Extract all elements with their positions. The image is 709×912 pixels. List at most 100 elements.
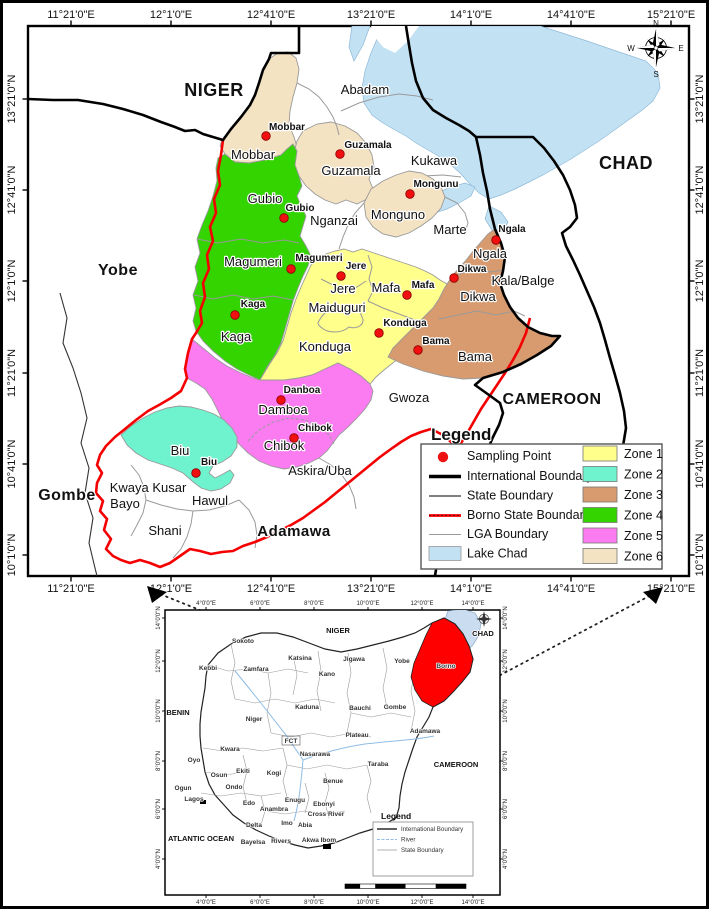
inset-scalebar xyxy=(344,883,467,889)
inset-state-label-delta: Delta xyxy=(246,822,262,829)
axis-label-top: 11°21'0"E xyxy=(47,9,95,21)
axis-label-bottom: 14°41'0"E xyxy=(547,583,595,595)
inset-state-label-ekiti: Ekiti xyxy=(236,768,250,775)
compass-letter: N xyxy=(653,19,659,28)
legend-item-label-borno-state-boundary: Borno State Boundary xyxy=(467,508,591,522)
sampling-label-mongunu: Mongunu xyxy=(414,179,459,190)
legend-swatch-zone-5 xyxy=(582,527,618,544)
lga-label-guzamala: Guzamala xyxy=(321,163,381,178)
inset-lagos-marker xyxy=(200,800,206,804)
sampling-label-biu: Biu xyxy=(201,457,217,468)
leader-arrow-right xyxy=(643,587,663,604)
inset-axis-right: 14°0'0"N xyxy=(503,606,509,629)
inset-state-label-sokoto: Sokoto xyxy=(232,638,254,645)
inset-state-boundaries xyxy=(200,643,416,826)
inset-river-benue xyxy=(302,735,435,761)
lga-label-mobbar: Mobbar xyxy=(231,147,276,162)
inset-country-label-atlantic-ocean: ATLANTIC OCEAN xyxy=(168,834,234,843)
map-canvas: NIGER CHAD CAMEROON Yobe Gombe Adamawa Abadam… xyxy=(6,9,706,906)
axis-label-top: 12°41'0"E xyxy=(247,9,295,21)
inset-state-label-oyo: Oyo xyxy=(188,757,201,764)
inset-legend-label-international-boundary: International Boundary xyxy=(401,826,464,833)
legend-item-label-sampling-point: Sampling Point xyxy=(467,449,552,463)
lga-label-askira-uba: Askira/Uba xyxy=(288,463,352,478)
legend-swatch-zone-6 xyxy=(582,548,618,564)
lga-boundaries xyxy=(130,82,526,559)
lga-label-gubio: Gubio xyxy=(248,191,283,206)
lga-label-maiduguri: Maiduguri xyxy=(308,300,365,315)
legend-swatch-zone-2 xyxy=(582,466,618,482)
leader-arrow-left xyxy=(147,586,167,603)
axis-label-right: 13°21'0"N xyxy=(694,74,706,123)
inset-state-label-ogun: Ogun xyxy=(175,785,192,792)
inset-state-label-ondo: Ondo xyxy=(226,784,243,791)
legend-title: Legend xyxy=(431,425,491,444)
sampling-point-bama xyxy=(413,345,423,355)
inset-state-label-taraba: Taraba xyxy=(368,761,389,768)
country-label-niger: NIGER xyxy=(184,80,244,100)
inset-axis-bottom: 10°0'0"E xyxy=(356,900,379,906)
inset-state-label-kwara: Kwara xyxy=(220,746,240,753)
inset-state-label-kogi: Kogi xyxy=(267,770,282,777)
inset-axis-right: 8°0'0"N xyxy=(503,751,509,771)
inset-axis-right: 6°0'0"N xyxy=(503,799,509,819)
inset-state-label-anambra: Anambra xyxy=(260,806,289,813)
axis-label-bottom: 11°21'0"E xyxy=(47,583,95,595)
inset-axis-right: 10°0'0"N xyxy=(503,699,509,722)
compass-letter: W xyxy=(627,44,635,53)
legend-item-label-international-boundary: International Boundary xyxy=(467,469,594,483)
lga-label-kaga: Kaga xyxy=(221,329,252,344)
axis-label-right: 11°21'0"N xyxy=(694,349,706,397)
inset-state-label-rivers: Rivers xyxy=(271,838,291,845)
legend-swatch-zone-3 xyxy=(582,486,618,503)
inset-axis-top: 12°0'0"E xyxy=(410,601,433,607)
sampling-point-magumeri xyxy=(286,264,296,274)
sampling-point-mobbar xyxy=(261,131,271,141)
lga-label-bama: Bama xyxy=(458,349,493,364)
inset-state-label-kebbi: Kebbi xyxy=(199,665,217,672)
axis-label-right: 10°41'0"N xyxy=(694,439,706,488)
country-label-chad: CHAD xyxy=(599,153,653,173)
inset-state-label-borno: Borno xyxy=(436,663,455,670)
axis-label-left: 13°21'0"N xyxy=(6,74,18,123)
legend-symbol-lake-chad xyxy=(428,546,462,561)
inset-state-label-kaduna: Kaduna xyxy=(295,704,319,711)
inset-river-niger xyxy=(234,670,304,822)
inset-state-label-enugu: Enugu xyxy=(285,797,305,804)
inset-country-label-chad: CHAD xyxy=(472,629,494,638)
legend-item-label-lga-boundary: LGA Boundary xyxy=(467,527,549,541)
lga-label-ngala: Ngala xyxy=(473,246,508,261)
lga-label-shani: Shani xyxy=(148,523,181,538)
main-map: NIGER CHAD CAMEROON Yobe Gombe Adamawa Abadam… xyxy=(6,9,706,595)
lga-label-kwaya-kusar: Kwaya Kusar xyxy=(110,480,187,495)
lga-label-biu: Biu xyxy=(171,443,190,458)
inset-state-label-fct: FCT xyxy=(285,738,298,745)
sampling-label-dikwa: Dikwa xyxy=(458,264,487,275)
inset-state-label-katsina: Katsina xyxy=(288,655,312,662)
inset-state-label-imo: Imo xyxy=(281,820,293,827)
inset-axis-top: 6°0'0"E xyxy=(250,601,270,607)
country-label-yobe: Yobe xyxy=(98,262,138,279)
lga-label-magumeri: Magumeri xyxy=(224,254,282,269)
inset-country-label-niger: NIGER xyxy=(326,626,350,635)
axis-label-left: 10°41'0"N xyxy=(6,439,18,488)
country-label-gombe: Gombe xyxy=(38,487,96,504)
legend-zone-label-zone-1: Zone 1 xyxy=(624,447,663,461)
inset-axis-left: 4°0'0"N xyxy=(156,849,162,869)
legend-zone-label-zone-3: Zone 3 xyxy=(624,488,663,502)
inset-state-label-gombe: Gombe xyxy=(384,704,407,711)
legend-swatch-zone-4 xyxy=(582,507,618,523)
inset-state-label-kano: Kano xyxy=(319,671,335,678)
sampling-label-ngala: Ngala xyxy=(498,224,526,235)
inset-axis-bottom: 14°0'0"E xyxy=(461,900,484,906)
inset-country-label-benin: BENIN xyxy=(166,708,189,717)
axis-label-right: 10°1'0"N xyxy=(694,534,706,577)
country-label-cameroon: CAMEROON xyxy=(502,391,601,408)
sampling-label-kaga: Kaga xyxy=(241,299,266,310)
lga-label-gwoza: Gwoza xyxy=(389,390,430,405)
legend-zone-label-zone-6: Zone 6 xyxy=(624,550,663,564)
lga-label-abadam: Abadam xyxy=(341,82,389,97)
compass-letter: E xyxy=(678,44,683,53)
inset-state-label-bauchi: Bauchi xyxy=(349,705,371,712)
